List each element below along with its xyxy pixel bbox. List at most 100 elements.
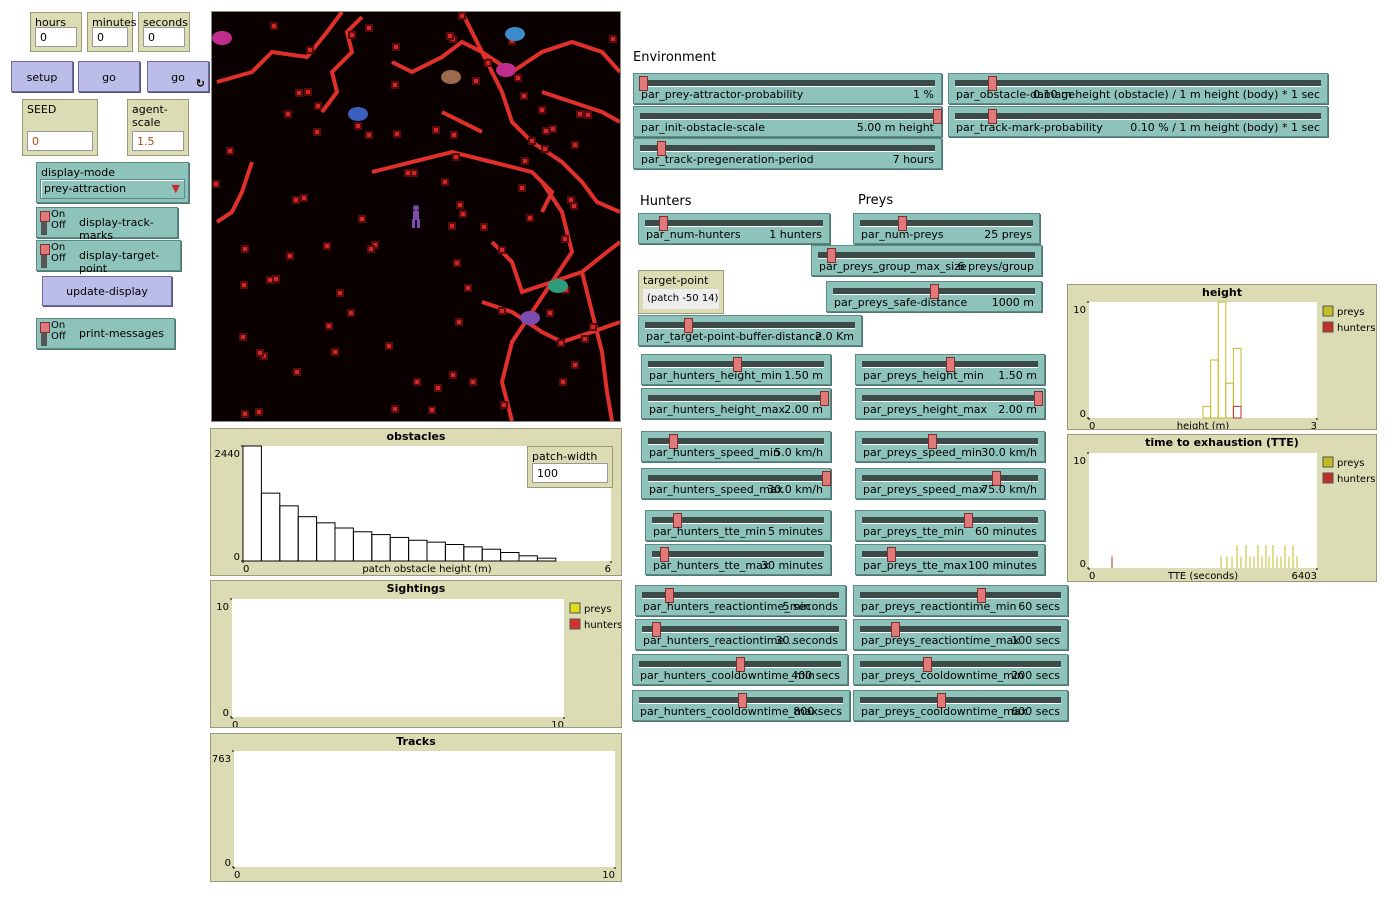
input-box[interactable]: SEED 0 [22,99,98,156]
slider-thumb[interactable] [992,471,1001,486]
slider[interactable]: par_target-point-buffer-distance 2.0 Km [638,315,862,346]
slider-thumb[interactable] [827,248,836,263]
slider[interactable]: par_preys_speed_max 75.0 km/h [855,468,1045,499]
button[interactable]: go ↻ [147,61,209,92]
slider[interactable]: par_hunters_speed_min 5.0 km/h [641,431,831,462]
slider-thumb[interactable] [652,622,661,637]
slider[interactable]: par_preys_reactiontime_max 100 secs [853,619,1068,650]
slider-thumb[interactable] [898,216,907,231]
slider[interactable]: par_hunters_cooldowntime_min 400 secs [632,654,848,685]
slider-thumb[interactable] [988,76,997,91]
slider-thumb[interactable] [923,657,932,672]
input-field[interactable]: 1.5 [132,131,184,151]
slider[interactable]: par_track-mark-probability 0.10 % / 1 m h… [948,106,1328,137]
plot-svg: obstacles 0 2440 0 6 patch obstacle height (m… [215,430,612,575]
slider-thumb[interactable] [1034,391,1043,406]
slider[interactable]: par_hunters_height_min 1.50 m [641,354,831,385]
slider-thumb[interactable] [733,357,742,372]
slider-name: par_num-hunters [646,228,741,241]
slider-thumb[interactable] [887,547,896,562]
slider[interactable]: par_preys_group_max_size 6 preys/group [811,245,1042,276]
slider[interactable]: par_hunters_speed_max 30.0 km/h [641,468,831,499]
chooser-value[interactable]: prey-attraction ▼ [40,179,185,199]
slider-thumb[interactable] [946,357,955,372]
slider[interactable]: par_hunters_reactiontime_min 5 seconds [635,585,846,616]
slider-thumb[interactable] [659,216,668,231]
switch[interactable]: On Off display-target-point [36,240,181,275]
slider[interactable]: par_init-obstacle-scale 5.00 m height [633,106,942,137]
slider-track [642,592,839,599]
slider[interactable]: par_preys_reactiontime_min 60 secs [853,585,1068,616]
slider-thumb[interactable] [669,434,678,449]
slider[interactable]: par_preys_height_max 2.00 m [855,388,1045,419]
slider-thumb[interactable] [930,284,939,299]
slider[interactable]: par_num-hunters 1 hunters [638,213,830,244]
slider-thumb[interactable] [660,547,669,562]
switch[interactable]: On Off display-track-marks [36,207,178,242]
slider[interactable]: par_preys_cooldowntime_min 200 secs [853,654,1068,685]
slider[interactable]: par_hunters_tte_min 5 minutes [645,510,831,541]
button[interactable]: setup [11,61,73,92]
slider-thumb[interactable] [639,76,648,91]
slider[interactable]: par_preys_tte_max 100 minutes [855,544,1045,575]
y-tick-label: 0 [1080,409,1086,420]
slider[interactable]: par_track-pregeneration-period 7 hours [633,138,942,169]
slider-thumb[interactable] [820,391,829,406]
slider[interactable]: par_preys_speed_min 30.0 km/h [855,431,1045,462]
slider[interactable]: par_hunters_cooldowntime_max 800 secs [632,690,850,721]
slider[interactable]: par_hunters_reactiontime... 30 seconds [635,619,846,650]
slider[interactable]: par_preys_cooldowntime_max 600 secs [853,690,1068,721]
switch-label: print-messages [79,327,164,340]
input-box[interactable]: patch-width (m)100 [527,446,613,488]
input-label: SEED [27,103,57,116]
input-label: agent-scale [132,103,168,129]
button[interactable]: go [78,61,140,92]
switch[interactable]: On Off print-messages [36,318,175,349]
input-box[interactable]: minutes 0 [87,12,137,52]
legend-label: hunters [584,620,621,631]
button[interactable]: update-display [42,276,172,306]
input-field[interactable]: 0 [27,131,93,151]
slider-thumb[interactable] [964,513,973,528]
patch-core [482,225,486,229]
slider-thumb[interactable] [988,109,997,124]
slider-thumb[interactable] [891,622,900,637]
slider[interactable]: par_preys_safe-distance 1000 m [826,281,1042,312]
input-field[interactable]: 0 [92,27,128,47]
slider-thumb[interactable] [673,513,682,528]
slider-thumb[interactable] [665,588,674,603]
patch-core [458,203,462,207]
legend-label: hunters [1337,474,1375,485]
patch-core [569,198,573,202]
slider-thumb[interactable] [977,588,986,603]
slider[interactable]: par_hunters_height_max 2.00 m [641,388,831,419]
slider-thumb[interactable] [684,318,693,333]
input-field[interactable]: 0 [35,27,77,47]
slider[interactable]: par_preys_height_min 1.50 m [855,354,1045,385]
slider-thumb[interactable] [736,657,745,672]
input-box[interactable]: hours 0 [30,12,82,52]
input-field[interactable]: 0 [143,27,185,47]
slider-thumb[interactable] [822,471,831,486]
patch-core [242,283,246,287]
slider-value: 5.0 km/h [774,446,823,459]
slider[interactable]: par_prey-attractor-probability 1 % [633,73,942,104]
input-field[interactable]: 100 [532,463,608,483]
patch-core [578,112,582,116]
slider-track [652,551,824,558]
slider-thumb[interactable] [928,434,937,449]
slider-name: par_prey-attractor-probability [641,88,804,101]
slider[interactable]: par_num-preys 25 preys [853,213,1040,244]
slider-track [862,551,1038,558]
input-box[interactable]: seconds 0 [138,12,190,52]
slider-thumb[interactable] [933,109,942,124]
slider[interactable]: par_hunters_tte_max 30 minutes [645,544,831,575]
slider[interactable]: par_obstacle-damage 0.10 m height (obstac… [948,73,1328,104]
slider-thumb[interactable] [657,141,666,156]
chooser[interactable]: display-mode prey-attraction ▼ [36,162,189,203]
slider[interactable]: par_preys_tte_min 60 minutes [855,510,1045,541]
input-box[interactable]: agent-scale 1.5 [127,99,189,156]
slider-thumb[interactable] [937,693,946,708]
slider-thumb[interactable] [738,693,747,708]
legend-swatch [1322,321,1334,333]
